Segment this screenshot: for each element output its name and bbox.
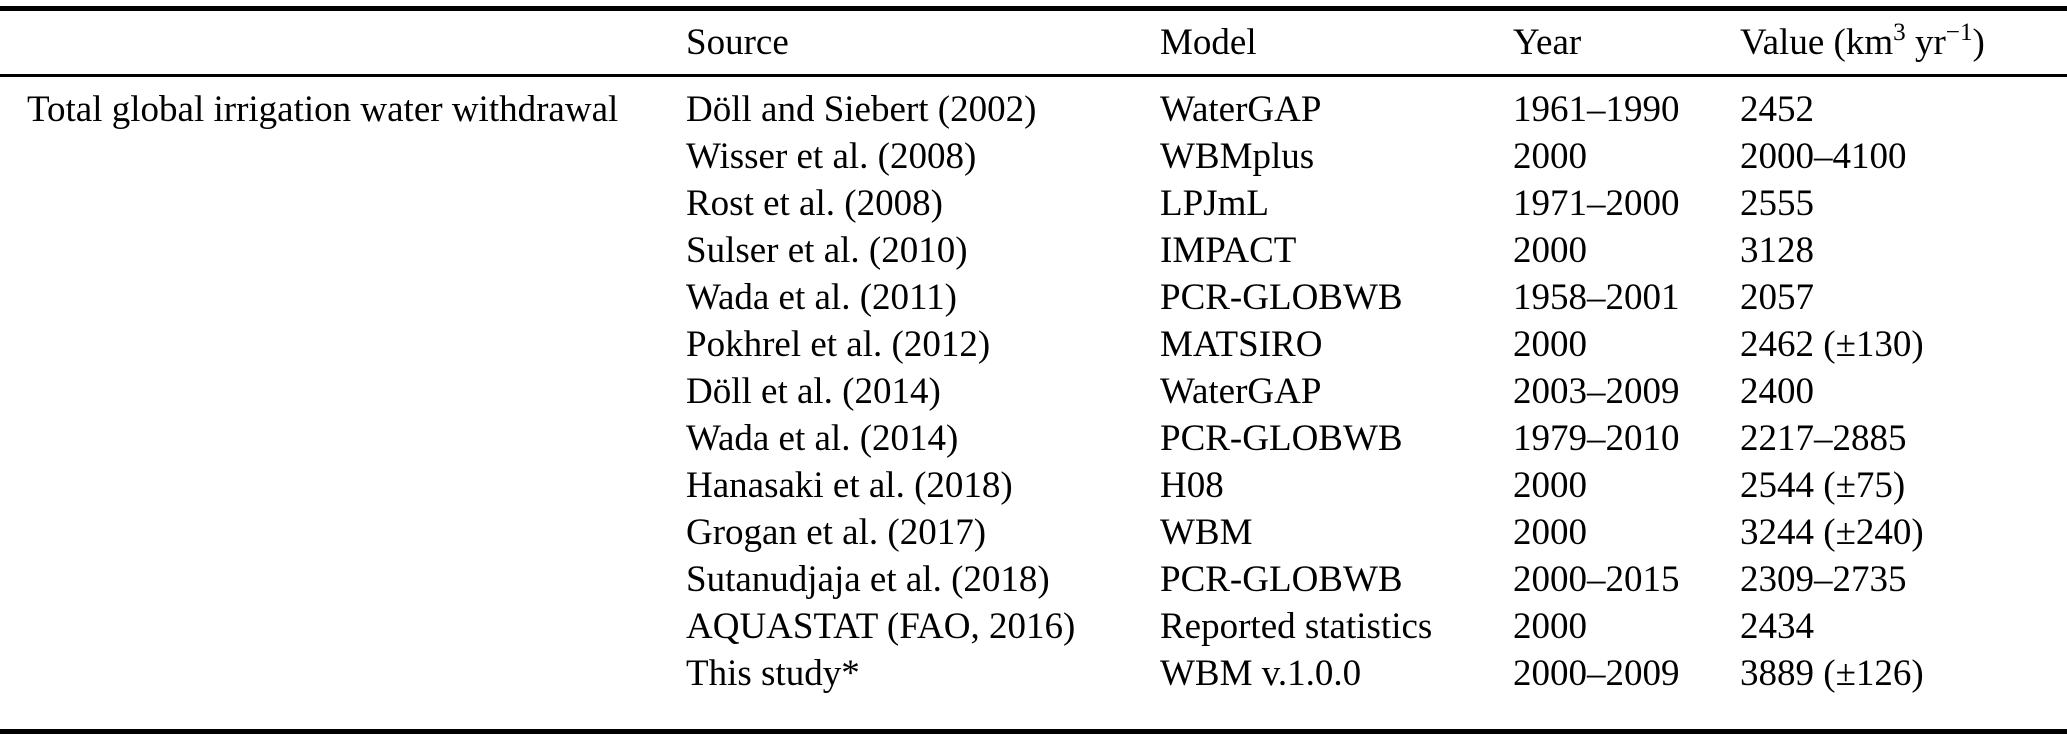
value-cell: 2000–4100 [1740,136,1907,177]
value-cell: 2309–2735 [1740,559,1907,600]
value-cell: 2217–2885 [1740,418,1907,459]
header-value-inverse-exponent: −1 [1945,19,1973,47]
source-cell: Sulser et al. (2010) [686,230,968,271]
header-value-mid: yr [1905,22,1946,63]
header-value-suffix: ) [1972,22,1985,63]
source-cell: Hanasaki et al. (2018) [686,465,1013,506]
table-row: This study* WBM v.1.0.0 2000–2009 3889 (… [0,650,2067,732]
table-row: Döll et al. (2014) WaterGAP 2003–2009 24… [0,368,2067,415]
model-cell: WBM [1160,512,1253,553]
source-cell: Rost et al. (2008) [686,183,943,224]
model-cell: PCR-GLOBWB [1160,418,1403,459]
source-cell: Sutanudjaja et al. (2018) [686,559,1050,600]
header-source: Source [686,8,1160,77]
value-cell: 2434 [1740,606,1814,647]
table-row: Total global irrigation water withdrawal… [0,76,2067,134]
model-cell: PCR-GLOBWB [1160,559,1403,600]
row-label-cell [0,462,686,509]
row-label-cell [0,368,686,415]
model-cell: PCR-GLOBWB [1160,277,1403,318]
row-label-cell [0,415,686,462]
row-label-cell [0,133,686,180]
table-row: Hanasaki et al. (2018) H08 2000 2544 (±7… [0,462,2067,509]
table-row: Grogan et al. (2017) WBM 2000 3244 (±240… [0,509,2067,556]
year-cell: 2000 [1513,230,1587,271]
row-label-cell [0,650,686,732]
table-header-row: Source Model Year Value (km3 yr−1) [0,8,2067,77]
header-year: Year [1513,8,1740,77]
table-body: Total global irrigation water withdrawal… [0,76,2067,732]
table-row: Wada et al. (2014) PCR-GLOBWB 1979–2010 … [0,415,2067,462]
table-row: Sutanudjaja et al. (2018) PCR-GLOBWB 200… [0,556,2067,603]
model-cell: IMPACT [1160,230,1297,271]
year-cell: 2000 [1513,465,1587,506]
header-value-prefix: Value (km [1740,22,1894,63]
value-cell: 2462 (±130) [1740,324,1924,365]
source-cell: AQUASTAT (FAO, 2016) [686,606,1076,647]
year-cell: 2000 [1513,136,1587,177]
source-cell: Wada et al. (2014) [686,418,959,459]
value-cell: 2057 [1740,277,1814,318]
year-cell: 1971–2000 [1513,183,1680,224]
header-value-exponent: 3 [1893,19,1906,47]
model-cell: MATSIRO [1160,324,1323,365]
year-cell: 2000 [1513,324,1587,365]
row-label-cell: Total global irrigation water withdrawal [27,89,619,130]
value-cell: 2544 (±75) [1740,465,1906,506]
source-cell: Döll et al. (2014) [686,371,941,412]
source-cell: Grogan et al. (2017) [686,512,987,553]
model-cell: WaterGAP [1160,371,1322,412]
irrigation-withdrawal-table: Source Model Year Value (km3 yr−1) Total… [0,6,2067,734]
value-cell: 2555 [1740,183,1814,224]
row-label-cell [0,556,686,603]
year-cell: 2003–2009 [1513,371,1680,412]
table-row: Wada et al. (2011) PCR-GLOBWB 1958–2001 … [0,274,2067,321]
row-label-cell [0,180,686,227]
value-cell: 3889 (±126) [1740,653,1924,694]
source-cell: Pokhrel et al. (2012) [686,324,991,365]
year-cell: 2000–2015 [1513,559,1680,600]
model-cell: WBMplus [1160,136,1315,177]
source-cell: Wada et al. (2011) [686,277,957,318]
table-header: Source Model Year Value (km3 yr−1) [0,8,2067,77]
year-cell: 1958–2001 [1513,277,1680,318]
table-row: Wisser et al. (2008) WBMplus 2000 2000–4… [0,133,2067,180]
value-cell: 2452 [1740,89,1814,130]
table-row: Sulser et al. (2010) IMPACT 2000 3128 [0,227,2067,274]
header-model: Model [1160,8,1513,77]
value-cell: 3128 [1740,230,1814,271]
table-row: AQUASTAT (FAO, 2016) Reported statistics… [0,603,2067,650]
header-value: Value (km3 yr−1) [1740,8,2067,77]
source-cell: This study* [686,653,860,694]
header-empty-cell [0,8,686,77]
value-cell: 3244 (±240) [1740,512,1924,553]
row-label-cell [0,227,686,274]
year-cell: 2000–2009 [1513,653,1680,694]
row-label-cell [0,274,686,321]
table-row: Pokhrel et al. (2012) MATSIRO 2000 2462 … [0,321,2067,368]
source-cell: Döll and Siebert (2002) [686,89,1037,130]
model-cell: WaterGAP [1160,89,1322,130]
table-row: Rost et al. (2008) LPJmL 1971–2000 2555 [0,180,2067,227]
year-cell: 2000 [1513,512,1587,553]
row-label-cell [0,509,686,556]
row-label-cell [0,603,686,650]
model-cell: WBM v.1.0.0 [1160,653,1362,694]
model-cell: Reported statistics [1160,606,1433,647]
year-cell: 1961–1990 [1513,89,1680,130]
value-cell: 2400 [1740,371,1814,412]
model-cell: H08 [1160,465,1224,506]
source-cell: Wisser et al. (2008) [686,136,977,177]
year-cell: 1979–2010 [1513,418,1680,459]
row-label-cell [0,321,686,368]
year-cell: 2000 [1513,606,1587,647]
model-cell: LPJmL [1160,183,1269,224]
